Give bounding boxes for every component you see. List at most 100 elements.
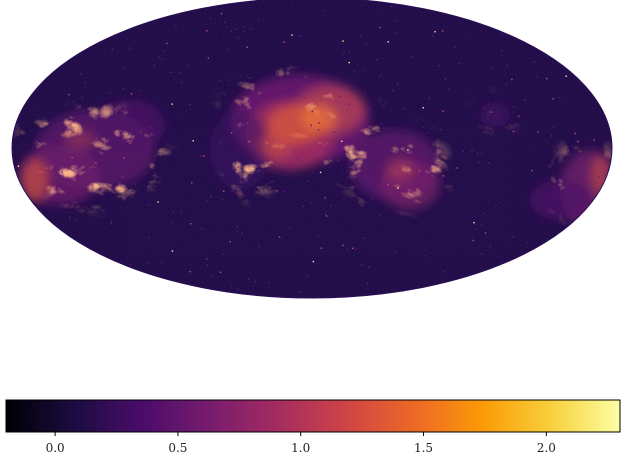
sky-pixel (160, 261, 163, 263)
sky-pixel (67, 204, 69, 207)
sky-pixel (236, 226, 239, 228)
sky-pixel (353, 70, 356, 72)
sky-pixel (224, 21, 226, 23)
sky-pixel (240, 177, 242, 179)
sky-pixel (187, 65, 189, 67)
sky-pixel (565, 75, 567, 77)
sky-pixel (252, 149, 255, 151)
sky-pixel (220, 12, 223, 15)
sky-pixel (258, 144, 261, 147)
sky-pixel (343, 197, 345, 199)
sky-pixel (341, 140, 343, 142)
sky-pixel (364, 92, 366, 94)
sky-pixel (203, 155, 205, 157)
sky-pixel (325, 148, 327, 150)
sky-pixel (222, 199, 224, 201)
sky-pixel (338, 95, 341, 98)
sky-pixel (236, 230, 238, 233)
sky-pixel (246, 46, 248, 48)
sky-pixel (71, 156, 73, 159)
sky-pixel (181, 81, 183, 84)
sky-pixel (68, 216, 71, 218)
sky-pixel (227, 49, 229, 51)
sky-pixel (394, 251, 396, 254)
sky-pixel (206, 30, 208, 32)
sky-pixel (310, 126, 312, 129)
sky-pixel (228, 79, 231, 81)
sky-pixel (158, 56, 161, 58)
sky-pixel (428, 97, 430, 99)
sky-pixel (343, 53, 345, 55)
sky-pixel (368, 266, 370, 268)
sky-pixel (593, 139, 595, 141)
sky-pixel (495, 114, 497, 116)
sky-pixel (140, 89, 142, 92)
sky-pixel (324, 10, 326, 12)
sky-pixel (324, 213, 327, 215)
sky-pixel (123, 157, 125, 159)
sky-pixel (481, 224, 483, 226)
sky-pixel (297, 158, 299, 161)
sky-pixel (206, 258, 208, 260)
sky-pixel (505, 83, 507, 86)
sky-pixel (364, 68, 366, 70)
sky-pixel (110, 222, 112, 225)
sky-pixel (558, 96, 561, 99)
sky-pixel (209, 17, 212, 19)
sky-pixel (61, 171, 63, 173)
sky-pixel (442, 271, 445, 273)
sky-pixel (483, 212, 485, 214)
sky-pixel (422, 126, 424, 128)
sky-pixel (395, 32, 397, 34)
sky-pixel (263, 192, 265, 195)
colorbar-tick-label: 1.5 (414, 441, 433, 455)
sky-pixel (318, 122, 320, 124)
sky-pixel (371, 198, 373, 201)
sky-pixel (506, 64, 508, 67)
sky-pixel (577, 140, 579, 143)
sky-pixel (28, 162, 30, 164)
emission-cloud (259, 131, 291, 159)
sky-pixel (123, 67, 125, 69)
sky-pixel (348, 61, 350, 64)
colorbar-gradient (5, 399, 621, 433)
sky-pixel (347, 85, 349, 87)
sky-pixel (512, 236, 515, 238)
sky-pixel (189, 103, 191, 106)
sky-pixel (201, 228, 203, 230)
sky-pixel (307, 180, 309, 182)
sky-map (11, 0, 613, 299)
sky-pixel (324, 197, 326, 199)
sky-pixel (394, 20, 397, 23)
sky-pixel (223, 190, 225, 192)
sky-pixel (147, 261, 149, 264)
sky-pixel (267, 99, 269, 101)
sky-pixel (546, 77, 548, 80)
sky-pixel (477, 152, 479, 155)
sky-pixel (148, 204, 151, 206)
sky-pixel (514, 124, 516, 126)
sky-pixel (278, 236, 281, 238)
sky-pixel (123, 115, 126, 117)
sky-pixel (69, 218, 71, 220)
sky-pixel (387, 184, 389, 186)
sky-pixel (319, 171, 322, 174)
sky-pixel (444, 78, 447, 80)
sky-pixel (74, 149, 76, 151)
sky-pixel (236, 36, 239, 39)
sky-pixel (342, 40, 344, 42)
sky-pixel (481, 152, 483, 155)
sky-pixel (258, 245, 261, 248)
sky-pixel (254, 281, 257, 283)
sky-pixel (189, 270, 191, 273)
sky-pixel (111, 48, 114, 50)
sky-pixel (533, 61, 536, 63)
sky-pixel (472, 239, 474, 242)
sky-pixel (299, 35, 301, 37)
sky-pixel (478, 161, 480, 163)
sky-pixel (487, 103, 490, 105)
sky-pixel (311, 110, 313, 113)
sky-pixel (392, 90, 394, 92)
sky-pixel (302, 205, 304, 207)
sky-pixel (210, 196, 212, 198)
